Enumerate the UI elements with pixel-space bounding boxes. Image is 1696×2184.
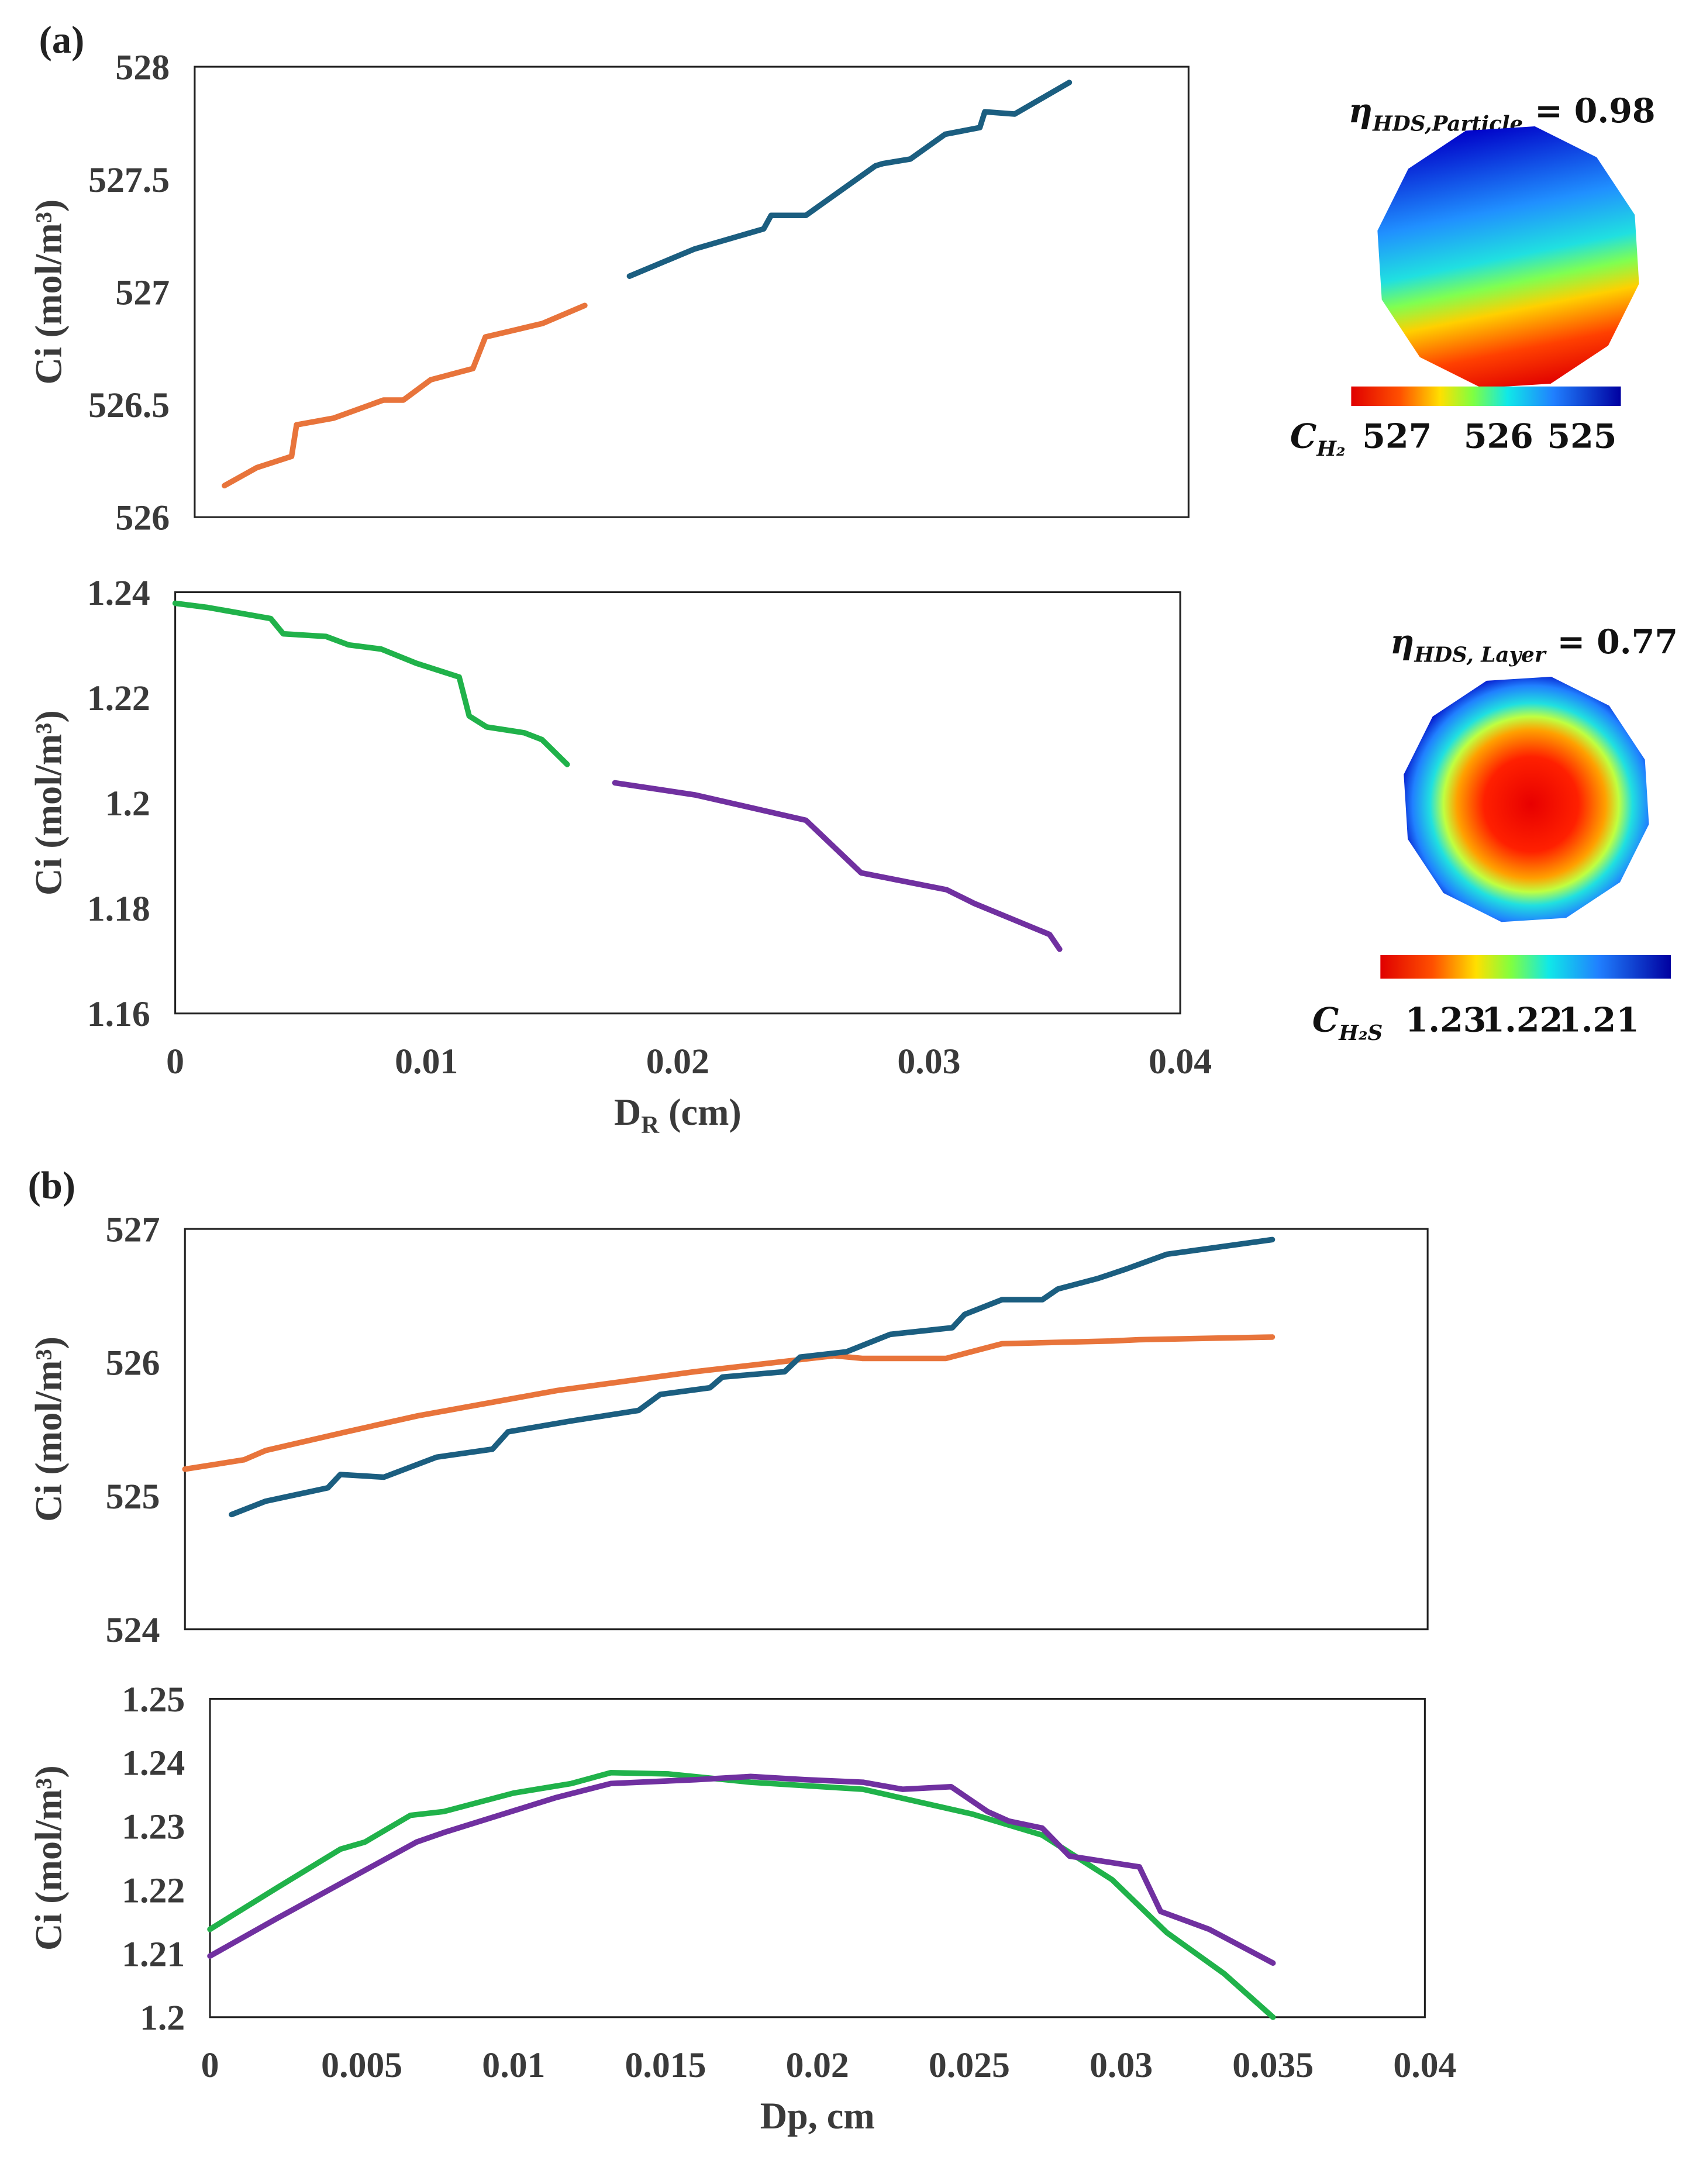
panel-label: (b) (28, 1165, 75, 1207)
x-tick-label: 0.03 (897, 1042, 960, 1081)
x-tick-label: 0.04 (1393, 2045, 1456, 2085)
y-tick-label: 1.18 (87, 889, 150, 929)
x-axis-label-part: (cm) (659, 1091, 742, 1133)
x-tick-label: 0.015 (625, 2045, 706, 2085)
colorbar-label: CH₂S (1312, 1001, 1383, 1045)
y-tick-label: 526.5 (88, 385, 170, 425)
y-tick-label: 1.2 (140, 1998, 185, 2038)
data-line (182, 1334, 1276, 1472)
colorbar-subscript: H₂ (1316, 438, 1345, 461)
y-tick-label: 524 (106, 1610, 160, 1650)
x-tick-label: 0.005 (321, 2045, 402, 2085)
colorbar (1351, 386, 1621, 407)
y-tick-label: 1.25 (122, 1680, 185, 1720)
data-line (207, 1770, 1276, 2020)
x-tick-label: 0.01 (395, 1042, 458, 1081)
colorbar-label: CH₂ (1290, 416, 1346, 461)
layer-map (1404, 677, 1649, 922)
x-axis-label: Dp, cm (760, 2095, 875, 2137)
y-tick-label: 1.21 (122, 1934, 185, 1974)
data-line (229, 1236, 1276, 1518)
colorbar-symbol: C (1290, 416, 1316, 456)
x-tick-label: 0.02 (646, 1042, 709, 1081)
y-tick-label: 1.2 (105, 784, 150, 824)
efficiency-label: ηHDS, Layer = 0.77 (1390, 622, 1678, 667)
y-tick-label: 1.24 (122, 1744, 185, 1783)
plot-frame (209, 1697, 1426, 2018)
plot-frame (184, 1228, 1429, 1631)
y-tick-label: 1.23 (122, 1807, 185, 1847)
y-tick-label: 527 (115, 273, 170, 313)
colorbar-symbol: C (1312, 1001, 1339, 1040)
colorbar-subscript: H₂S (1338, 1021, 1383, 1045)
x-tick-label: 0 (166, 1042, 184, 1081)
y-tick-label: 1.16 (87, 994, 150, 1034)
x-tick-label: 0.025 (929, 2045, 1010, 2085)
x-tick-label: 0.03 (1090, 2045, 1153, 2085)
colorbar-tick-label: 1.23 (1405, 1001, 1487, 1040)
plot-frame (194, 66, 1190, 518)
eta-subscript: HDS, Layer (1414, 643, 1546, 667)
x-tick-label: 0.04 (1149, 1042, 1212, 1081)
eta-value: = 0.77 (1546, 622, 1678, 662)
colorbar-tick-label: 525 (1547, 416, 1616, 456)
x-tick-label: 0.01 (482, 2045, 545, 2085)
y-axis-label: Ci (mol/m³) (28, 199, 70, 385)
x-axis-label-part: D (614, 1091, 641, 1133)
particle-map (1377, 126, 1639, 388)
colorbar-tick-label: 526 (1464, 416, 1533, 456)
y-tick-label: 526 (106, 1344, 160, 1383)
y-tick-label: 526 (115, 498, 170, 538)
eta-symbol: η (1390, 622, 1414, 662)
y-tick-label: 1.22 (122, 1870, 185, 1910)
data-line (612, 780, 1063, 952)
data-line (626, 80, 1073, 279)
colorbar (1380, 955, 1671, 979)
x-axis-label-part: R (641, 1111, 660, 1139)
x-axis-label: DR (cm) (614, 1091, 742, 1139)
plot-frame (174, 591, 1181, 1015)
y-tick-label: 1.22 (87, 678, 150, 718)
y-tick-label: 527 (106, 1210, 160, 1250)
panel-label: (a) (39, 19, 85, 61)
y-axis-label: Ci (mol/m³) (28, 1336, 70, 1522)
y-tick-label: 527.5 (88, 160, 170, 200)
efficiency-label: ηHDS,Particle = 0.98 (1349, 91, 1656, 136)
data-line (207, 1773, 1276, 1966)
eta-value: = 0.98 (1523, 91, 1655, 130)
colorbar-tick-label: 1.21 (1558, 1001, 1639, 1040)
y-tick-label: 1.24 (87, 573, 150, 613)
y-axis-label: Ci (mol/m³) (28, 710, 70, 895)
x-axis-label-part: Dp, cm (760, 2095, 875, 2137)
data-line (222, 302, 588, 489)
y-axis-label: Ci (mol/m³) (28, 1765, 70, 1951)
y-tick-label: 528 (115, 47, 170, 87)
x-tick-label: 0 (201, 2045, 219, 2085)
colorbar-tick-label: 1.22 (1481, 1001, 1563, 1040)
eta-symbol: η (1349, 91, 1373, 130)
x-tick-label: 0.035 (1232, 2045, 1314, 2085)
x-tick-label: 0.02 (786, 2045, 849, 2085)
colorbar-tick-label: 527 (1362, 416, 1432, 456)
y-tick-label: 525 (106, 1477, 160, 1517)
data-line (172, 600, 570, 767)
